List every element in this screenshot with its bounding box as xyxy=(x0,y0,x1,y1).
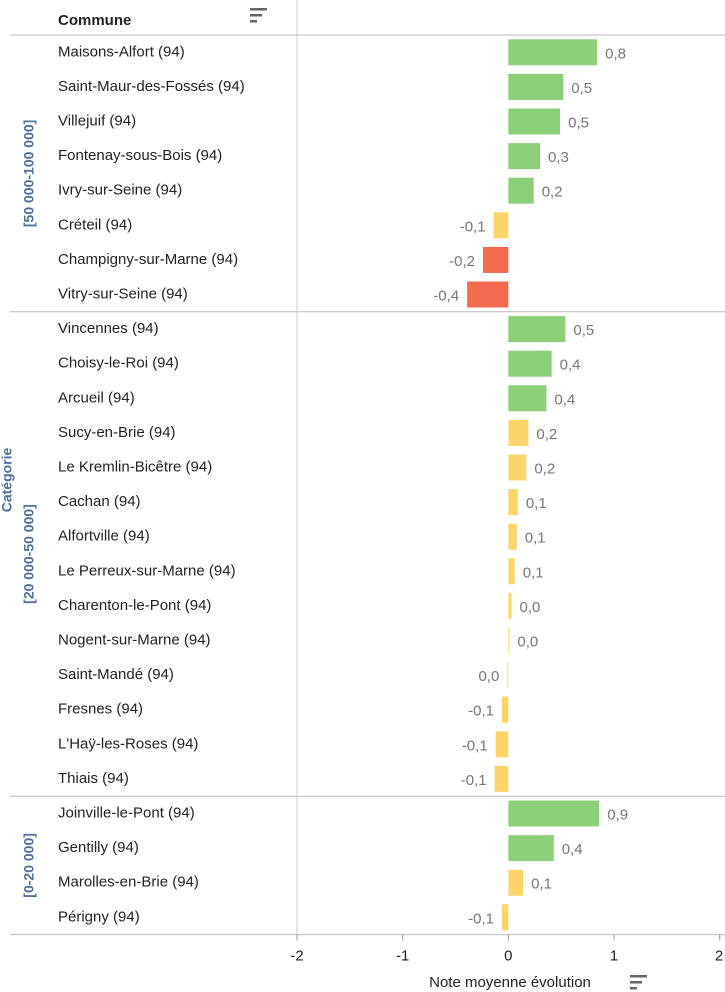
category-label: Champigny-sur-Marne (94) xyxy=(58,251,238,268)
bar xyxy=(467,281,509,308)
bar xyxy=(508,73,564,100)
value-label: 0,5 xyxy=(573,322,594,339)
category-label: Sucy-en-Brie (94) xyxy=(58,424,176,441)
value-label: 0,4 xyxy=(554,391,575,408)
bar xyxy=(508,869,524,896)
value-label: -0,4 xyxy=(433,287,459,304)
x-tick-label: 2 xyxy=(715,948,723,965)
category-label: Marolles-en-Brie (94) xyxy=(58,874,199,891)
value-label: 0,1 xyxy=(531,876,552,893)
category-label: Choisy-le-Roi (94) xyxy=(58,355,179,372)
category-label: Gentilly (94) xyxy=(58,839,139,856)
category-label: Périgny (94) xyxy=(58,908,140,925)
category-label: Saint-Mandé (94) xyxy=(58,666,174,683)
bar xyxy=(502,904,509,931)
category-label: Créteil (94) xyxy=(58,216,132,233)
bar xyxy=(508,800,600,827)
bar xyxy=(508,592,512,619)
category-label: Le Kremlin-Bicêtre (94) xyxy=(58,458,212,475)
bar xyxy=(508,316,566,343)
category-label: Arcueil (94) xyxy=(58,389,135,406)
value-label: -0,2 xyxy=(449,253,475,270)
category-label: Vincennes (94) xyxy=(58,320,159,337)
value-label: 0,3 xyxy=(548,149,569,166)
value-label: -0,1 xyxy=(460,218,486,235)
value-label: 0,5 xyxy=(571,80,592,97)
bar xyxy=(508,489,518,516)
x-tick-label: 1 xyxy=(610,948,618,965)
value-label: 0,0 xyxy=(520,599,541,616)
category-label: Le Perreux-sur-Marne (94) xyxy=(58,562,236,579)
category-label: Joinville-le-Pont (94) xyxy=(58,804,195,821)
value-label: -0,1 xyxy=(468,703,494,720)
value-label: 0,0 xyxy=(478,668,499,685)
category-label: Nogent-sur-Marne (94) xyxy=(58,631,211,648)
x-axis-title: Note moyenne évolution xyxy=(429,974,591,991)
bar xyxy=(508,454,527,481)
value-label: 0,2 xyxy=(542,184,563,201)
bar xyxy=(494,765,509,792)
value-label: -0,1 xyxy=(462,737,488,754)
value-label: 0,2 xyxy=(534,460,555,477)
bar xyxy=(508,39,598,66)
value-label: 0,1 xyxy=(523,564,544,581)
bar xyxy=(508,558,515,585)
bar xyxy=(508,835,554,862)
bar xyxy=(508,350,552,377)
value-label: 0,5 xyxy=(568,114,589,131)
bar xyxy=(508,385,547,412)
category-label: Villejuif (94) xyxy=(58,112,136,129)
x-tick-label: -1 xyxy=(396,948,409,965)
group-axis-title: Catégorie xyxy=(0,448,15,513)
category-label: Thiais (94) xyxy=(58,770,129,787)
value-label: -0,1 xyxy=(461,772,487,789)
category-label: Cachan (94) xyxy=(58,493,141,510)
sort-icon[interactable] xyxy=(250,8,267,23)
category-label: Ivry-sur-Seine (94) xyxy=(58,182,182,199)
group-label: [0-20 000] xyxy=(21,833,37,898)
x-tick-label: -2 xyxy=(290,948,303,965)
value-label: 0,0 xyxy=(517,633,538,650)
bar xyxy=(508,177,534,204)
bar xyxy=(508,627,510,654)
category-label: Alfortville (94) xyxy=(58,528,150,545)
sort-icon[interactable] xyxy=(630,975,647,990)
category-label: Maisons-Alfort (94) xyxy=(58,43,185,60)
bar xyxy=(495,731,509,758)
bar xyxy=(508,108,561,135)
group-label: [50 000-100 000] xyxy=(21,120,37,227)
value-label: 0,1 xyxy=(526,495,547,512)
bar xyxy=(482,246,509,273)
category-label: Fresnes (94) xyxy=(58,701,143,718)
bar xyxy=(508,523,517,550)
bar xyxy=(493,212,509,239)
bar xyxy=(508,419,529,446)
value-label: 0,4 xyxy=(562,841,583,858)
category-label: Fontenay-sous-Bois (94) xyxy=(58,147,222,164)
value-label: 0,9 xyxy=(607,806,628,823)
value-label: 0,2 xyxy=(536,426,557,443)
category-label: Vitry-sur-Seine (94) xyxy=(58,285,188,302)
category-label: Saint-Maur-des-Fossés (94) xyxy=(58,78,245,95)
category-label: L'Haÿ-les-Roses (94) xyxy=(58,735,198,752)
bar xyxy=(502,696,509,723)
value-label: 0,8 xyxy=(605,45,626,62)
bar xyxy=(508,143,541,170)
x-tick-label: 0 xyxy=(504,948,512,965)
value-label: -0,1 xyxy=(468,910,494,927)
bar xyxy=(507,662,509,689)
column-header: Commune xyxy=(58,12,131,29)
value-label: 0,1 xyxy=(525,530,546,547)
category-label: Charenton-le-Pont (94) xyxy=(58,597,211,614)
value-label: 0,4 xyxy=(560,357,581,374)
group-label: [20 000-50 000] xyxy=(21,504,37,604)
